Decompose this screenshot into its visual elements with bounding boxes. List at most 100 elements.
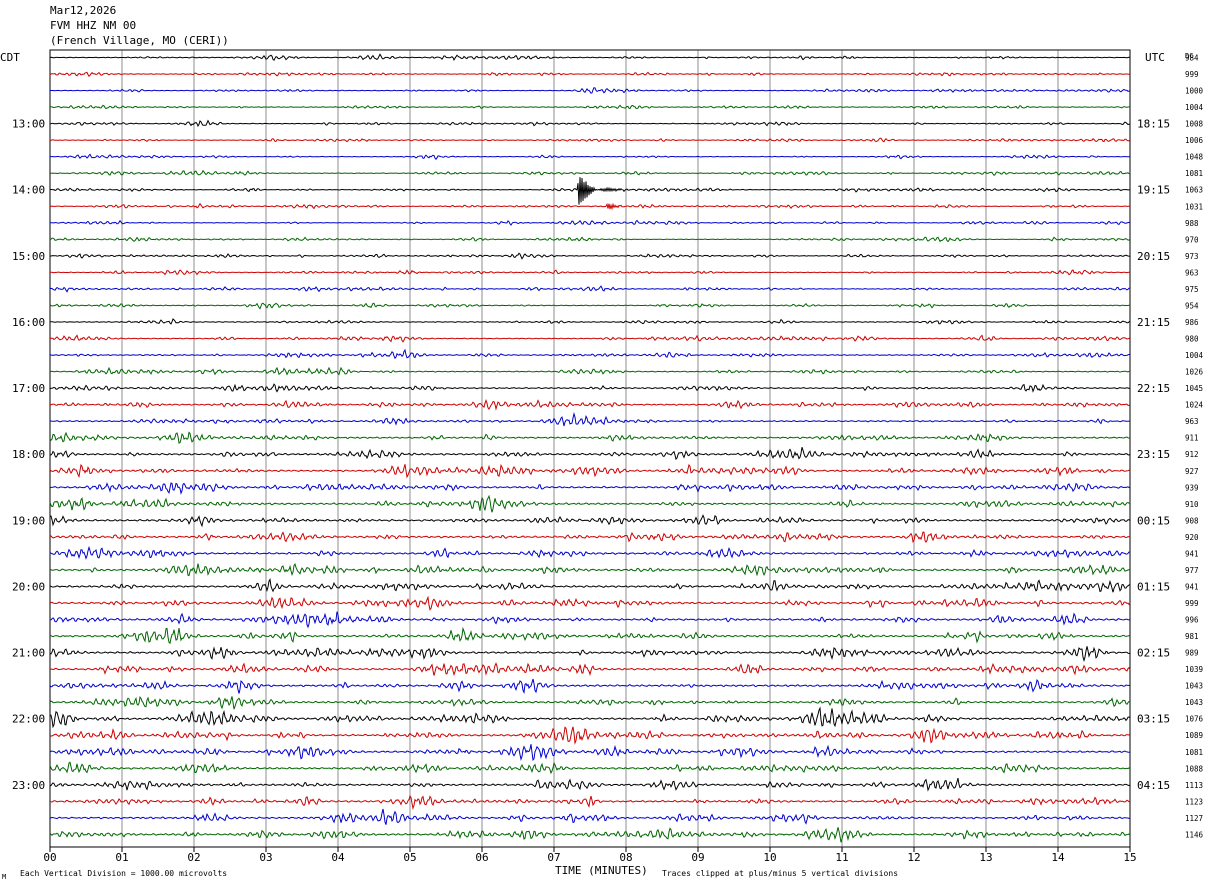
dc-offset-value: 984 [1185, 54, 1199, 63]
dc-offset-value: 1123 [1185, 797, 1203, 806]
seismic-trace [49, 334, 1131, 343]
seismic-trace [49, 219, 1131, 226]
dc-offset-value: 963 [1185, 417, 1199, 426]
x-tick-label: 03 [259, 851, 272, 864]
seismic-trace [49, 706, 1131, 729]
dc-offset-value: 981 [1185, 632, 1199, 641]
dc-offset-value: 910 [1185, 500, 1199, 509]
seismic-trace [50, 169, 1131, 176]
dc-offset-value: 1063 [1185, 186, 1203, 195]
dc-offset-value: 1043 [1185, 698, 1203, 707]
seismic-trace [49, 777, 1131, 792]
dc-offset-value: 1004 [1185, 351, 1204, 360]
scale-note: Each Vertical Division = 1000.00 microvo… [20, 869, 227, 878]
utc-label: UTC [1145, 51, 1165, 64]
seismic-trace [49, 447, 1131, 461]
dc-offset-value: 1004 [1185, 103, 1204, 112]
dc-offset-value: 911 [1185, 434, 1199, 443]
seismic-trace [49, 761, 1131, 775]
seismic-trace [49, 119, 1130, 128]
dc-offset-value: 1113 [1185, 781, 1203, 790]
dc-offset-value: 986 [1185, 318, 1199, 327]
cdt-hour-label: 14:00 [12, 184, 45, 197]
station-code: FVM HHZ NM 00 [50, 19, 137, 32]
seismic-trace [49, 137, 1131, 143]
dc-offset-value: 1039 [1185, 665, 1203, 674]
x-tick-label: 15 [1123, 851, 1136, 864]
seismic-trace [49, 794, 1131, 811]
utc-hour-label: 21:15 [1137, 316, 1170, 329]
minute-gridlines [49, 49, 1131, 848]
seismic-trace [49, 595, 1131, 611]
cdt-hour-labels: 13:00 14:00 15:00 16:00 17:00 18:00 19:00 20:00… [12, 118, 45, 792]
dc-offset-value: 1000 [1185, 87, 1204, 96]
seismic-trace [49, 646, 1131, 663]
seismic-trace [49, 494, 1131, 513]
x-tick-label: 07 [547, 851, 560, 864]
clip-note: Traces clipped at plus/minus 5 vertical … [662, 869, 898, 878]
utc-hour-label: 20:15 [1137, 250, 1170, 263]
seismic-trace [49, 302, 1130, 310]
utc-hour-label: 22:15 [1137, 382, 1170, 395]
cdt-hour-label: 16:00 [12, 316, 45, 329]
x-tick-label: 00 [43, 851, 56, 864]
dc-offset-value: 1006 [1185, 136, 1204, 145]
plot-date: Mar12,2026 [50, 4, 117, 17]
cdt-hour-label: 21:00 [12, 647, 45, 660]
seismic-trace [49, 726, 1131, 745]
x-axis-title: TIME (MINUTES) [555, 864, 648, 877]
dc-offset-value: 963 [1185, 268, 1199, 277]
dc-offset-value: 1089 [1185, 731, 1203, 740]
dc-offset-value: 939 [1185, 483, 1199, 492]
dc-offset-value: 970 [1185, 235, 1199, 244]
utc-hour-label: 23:15 [1137, 448, 1170, 461]
x-tick-label: 05 [403, 851, 416, 864]
seismic-trace [49, 269, 1130, 276]
dc-offset-value: 954 [1185, 301, 1199, 310]
dc-offset-value: 1146 [1185, 830, 1204, 839]
utc-hour-label: 03:15 [1137, 713, 1170, 726]
seismic-trace [49, 202, 1130, 211]
x-tick-label: 02 [187, 851, 200, 864]
dc-offset-value: 980 [1185, 335, 1199, 344]
dc-offset-value: 999 [1185, 70, 1199, 79]
seismic-trace [49, 808, 1130, 825]
cdt-label: CDT [0, 51, 20, 64]
x-tick-label: 09 [691, 851, 704, 864]
dc-offset-labels: 984 999 1000 1004 1008 1006 1048 1081 1063 1031 98… [1185, 54, 1204, 840]
dc-offset-value: 927 [1185, 467, 1199, 476]
dc-offset-value: 1081 [1185, 169, 1203, 178]
dc-offset-value: 973 [1185, 252, 1199, 261]
seismic-trace [50, 662, 1131, 677]
seismic-trace [49, 285, 1131, 293]
utc-hour-label: 00:15 [1137, 514, 1170, 527]
seismic-trace [49, 744, 1131, 762]
cdt-hour-label: 13:00 [12, 118, 45, 131]
dc-offset-value: 912 [1185, 450, 1199, 459]
seismic-trace [49, 236, 1131, 243]
seismic-trace [49, 514, 1131, 528]
dc-offset-value: 1031 [1185, 202, 1203, 211]
x-tick-label: 08 [619, 851, 632, 864]
x-tick-label: 12 [907, 851, 920, 864]
dc-offset-value: 1048 [1185, 153, 1204, 162]
seismic-trace [50, 318, 1131, 325]
seismic-trace [49, 153, 1131, 160]
seismic-trace [49, 177, 1131, 205]
x-axis-ticks: 00 01 02 03 04 05 06 07 08 09 10 11 12 13 14 15 [43, 847, 1137, 864]
dc-offset-value: 975 [1185, 285, 1199, 294]
x-tick-label: 06 [475, 851, 488, 864]
dc-offset-value: 999 [1185, 599, 1199, 608]
seismic-trace [50, 399, 1131, 411]
x-tick-label: 01 [115, 851, 128, 864]
dc-offset-value: 1026 [1185, 368, 1204, 377]
dc-offset-value: 1127 [1185, 814, 1203, 823]
dc-offset-value: 1076 [1185, 715, 1204, 724]
dc-offset-value: 1043 [1185, 682, 1203, 691]
cdt-hour-label: 15:00 [12, 250, 45, 263]
x-tick-label: 10 [763, 851, 776, 864]
seismic-trace [49, 348, 1131, 360]
seismic-traces [49, 53, 1131, 843]
seismic-trace [49, 104, 1131, 110]
cdt-hour-label: 23:00 [12, 779, 45, 792]
